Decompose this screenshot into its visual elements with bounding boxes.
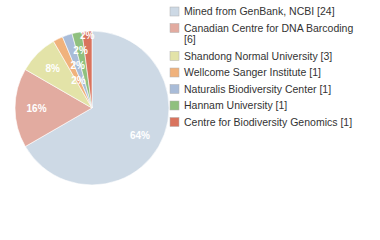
data-labels: 64% 16% 8% 2% 2% 2% 2% [27,30,151,141]
legend-label: Hannam University [1] [184,99,287,111]
legend-swatch [170,52,179,61]
data-label: 64% [130,130,150,141]
legend-swatch [170,101,179,110]
legend-label: Mined from GenBank, NCBI [24] [184,5,335,17]
data-label: 2% [71,75,86,86]
legend-label: Canadian Centre for DNA Barcoding[6] [184,22,353,46]
pie-slice [25,41,92,108]
legend-swatch [170,68,179,77]
data-label: 2% [70,60,85,71]
legend: Mined from GenBank, NCBI [24] Canadian Ce… [170,5,353,128]
legend-swatch [170,24,179,33]
pie [15,31,169,185]
data-label: 16% [27,103,47,114]
data-label: 2% [73,45,88,56]
data-label: 2% [80,30,95,41]
chart: 64% 16% 8% 2% 2% 2% 2% Mined from GenBank, NCBI… [0,0,380,240]
legend-swatch [170,7,179,16]
legend-label: Centre for Biodiversity Genomics [1] [184,116,352,128]
legend-swatch [170,118,179,127]
legend-label: Naturalis Biodiversity Center [1] [184,83,331,95]
legend-label: Shandong Normal University [3] [184,50,332,62]
data-label: 8% [46,63,61,74]
legend-label: Wellcome Sanger Institute [1] [184,66,321,78]
legend-swatch [170,85,179,94]
